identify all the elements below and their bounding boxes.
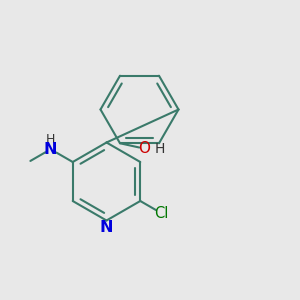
Text: N: N (100, 220, 113, 235)
Text: H: H (155, 142, 165, 156)
Text: O: O (139, 141, 151, 156)
Text: H: H (46, 133, 55, 146)
Text: Cl: Cl (154, 206, 169, 221)
Text: N: N (44, 142, 57, 157)
